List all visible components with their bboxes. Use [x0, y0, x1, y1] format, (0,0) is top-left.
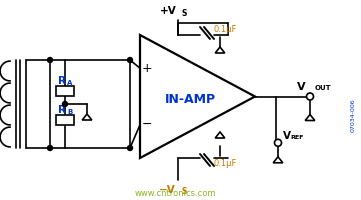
Text: A: A	[67, 80, 73, 86]
Text: +V: +V	[160, 6, 177, 16]
Text: www.cntronics.com: www.cntronics.com	[134, 188, 216, 198]
Text: R: R	[58, 76, 66, 86]
Circle shape	[274, 139, 282, 146]
Text: IN-AMP: IN-AMP	[165, 93, 216, 106]
Text: R: R	[58, 105, 66, 115]
Circle shape	[306, 93, 313, 100]
Circle shape	[127, 146, 132, 150]
Polygon shape	[82, 114, 92, 120]
Text: 07034-006: 07034-006	[351, 98, 356, 132]
Text: −: −	[142, 118, 152, 131]
Bar	[56, 115, 74, 125]
Text: 0.1μF: 0.1μF	[213, 25, 236, 34]
Circle shape	[48, 58, 52, 62]
Text: S: S	[182, 8, 187, 18]
Polygon shape	[273, 157, 283, 163]
Text: −V: −V	[159, 185, 176, 195]
Text: REF: REF	[290, 135, 303, 140]
Text: 0.1μF: 0.1μF	[213, 160, 236, 168]
Circle shape	[62, 102, 68, 106]
Text: +: +	[142, 62, 152, 75]
Polygon shape	[140, 35, 255, 158]
Polygon shape	[215, 47, 225, 53]
Text: S: S	[182, 188, 187, 196]
Polygon shape	[215, 132, 225, 138]
Text: V: V	[283, 131, 291, 141]
Bar	[56, 86, 74, 96]
Text: V: V	[297, 82, 306, 92]
Text: OUT: OUT	[315, 86, 332, 92]
Polygon shape	[305, 114, 315, 120]
Text: B: B	[68, 109, 73, 115]
Circle shape	[127, 58, 132, 62]
Circle shape	[48, 146, 52, 150]
